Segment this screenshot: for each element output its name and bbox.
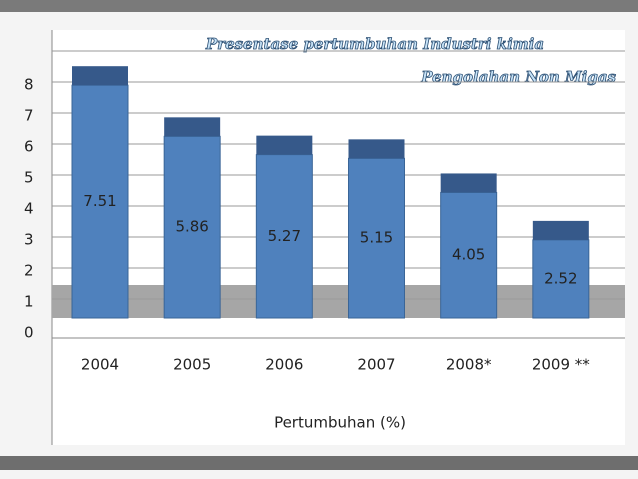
bar-top <box>532 220 589 240</box>
y-tick-label: 3 <box>24 231 34 249</box>
bottom-band <box>0 456 638 470</box>
x-tick-label: 2008* <box>446 356 492 374</box>
x-tick-label: 2005 <box>173 356 211 374</box>
y-tick-label: 2 <box>24 262 34 280</box>
value-label: 7.51 <box>83 192 116 210</box>
bar <box>255 154 313 319</box>
chart-title: Presentase pertumbuhan Industri kimia <box>205 35 544 53</box>
x-axis-title: Pertumbuhan (%) <box>274 414 406 432</box>
x-tick-label: 2006 <box>265 356 303 374</box>
y-tick-label: 4 <box>24 200 34 218</box>
value-label: 4.05 <box>452 246 485 264</box>
value-label: 5.86 <box>175 218 208 236</box>
bar-top <box>440 173 497 193</box>
y-tick-label: 6 <box>24 138 34 156</box>
bar <box>163 135 221 319</box>
bar <box>348 157 405 319</box>
y-tick-label: 8 <box>24 76 34 94</box>
y-tick-label: 0 <box>24 324 34 342</box>
value-label: 5.27 <box>268 227 301 245</box>
value-label: 5.15 <box>360 229 393 247</box>
bar-top <box>256 135 313 155</box>
x-tick-label: 2004 <box>81 356 119 374</box>
value-label: 2.52 <box>544 269 577 287</box>
y-tick-label: 1 <box>24 293 34 311</box>
y-tick-label: 5 <box>24 169 34 187</box>
bar <box>440 191 498 319</box>
bar-top <box>164 117 221 137</box>
top-band <box>0 0 638 12</box>
y-tick-label: 7 <box>24 107 34 125</box>
bar <box>532 239 590 319</box>
bar-top <box>72 66 128 86</box>
bar-top <box>348 139 405 159</box>
chart-subtitle: Pengolahan Non Migas <box>420 68 616 86</box>
x-tick-label: 2007 <box>357 356 395 374</box>
x-tick-label: 2009 ** <box>532 356 590 374</box>
bar <box>71 84 129 319</box>
